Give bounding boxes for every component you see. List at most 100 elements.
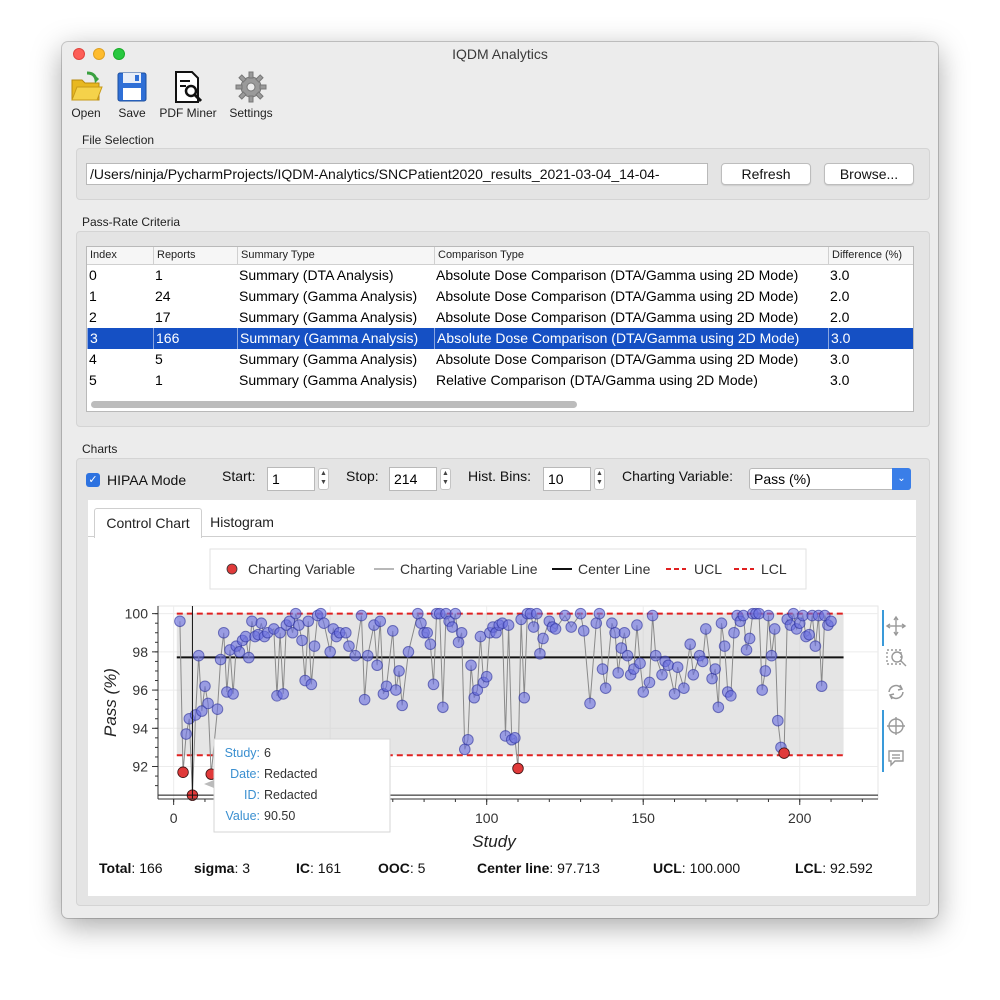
- start-stepper[interactable]: ▲ ▼: [318, 468, 329, 490]
- data-point: [759, 665, 772, 677]
- hist-bins-input[interactable]: 10: [543, 467, 591, 491]
- data-point: [684, 638, 696, 651]
- data-point: [668, 688, 681, 700]
- legend-lcl: LCL: [761, 561, 787, 577]
- data-point: [462, 733, 474, 746]
- table-row[interactable]: 2 17 Summary (Gamma Analysis) Absolute Dose…: [87, 307, 913, 328]
- pan-tool-icon[interactable]: [885, 615, 907, 637]
- data-point: [737, 609, 750, 622]
- data-point: [255, 617, 268, 629]
- table-horizontal-scrollbar[interactable]: [91, 401, 577, 408]
- table-cell-comparison-type: Absolute Dose Comparison (DTA/Gamma usin…: [436, 267, 799, 283]
- crosshair-tool-icon[interactable]: [887, 717, 905, 735]
- table-cell-index: 1: [89, 288, 97, 304]
- legend-charting-variable-line: Charting Variable Line: [400, 561, 538, 577]
- data-point: [743, 632, 756, 645]
- table-row[interactable]: 3 166 Summary (Gamma Analysis) Absolute Dos…: [87, 328, 913, 349]
- tab-control-chart[interactable]: Control Chart: [94, 508, 202, 538]
- hist-bins-stepper[interactable]: ▲ ▼: [594, 468, 605, 490]
- legend-charting-variable: Charting Variable: [248, 561, 355, 577]
- reset-tool-icon[interactable]: [888, 684, 904, 700]
- data-point: [530, 607, 543, 620]
- save-button[interactable]: Save: [114, 70, 150, 120]
- data-point: [762, 609, 775, 622]
- column-header-summary-type[interactable]: Summary Type: [237, 247, 434, 264]
- tab-histogram[interactable]: Histogram: [210, 514, 274, 530]
- column-header-comparison-type[interactable]: Comparison Type: [434, 247, 828, 264]
- start-input[interactable]: 1: [267, 467, 315, 491]
- table-cell-reports: 166: [153, 328, 237, 349]
- stats-ic: IC: 161: [296, 860, 342, 876]
- open-button[interactable]: Open: [68, 70, 104, 120]
- data-point: [809, 640, 822, 652]
- charting-variable-value: Pass (%): [754, 471, 811, 487]
- data-point: [427, 678, 440, 691]
- legend-charting-variable-marker: [226, 563, 238, 575]
- table-cell-difference: 3.0: [830, 267, 850, 283]
- minimize-window-button[interactable]: [93, 48, 105, 60]
- charting-variable-select[interactable]: Pass (%) ⌄: [749, 468, 911, 490]
- column-header-index[interactable]: Index: [90, 249, 117, 261]
- y-axis-title: Pass (%): [101, 668, 120, 737]
- data-point: [242, 651, 255, 664]
- table-cell-comparison-type: Absolute Dose Comparison (DTA/Gamma usin…: [436, 309, 799, 325]
- data-point: [274, 626, 286, 639]
- close-window-button[interactable]: [73, 48, 85, 60]
- column-header-reports[interactable]: Reports: [153, 247, 237, 264]
- data-point: [715, 617, 728, 629]
- table-row[interactable]: 1 24 Summary (Gamma Analysis) Absolute Dose…: [87, 286, 913, 307]
- data-point: [649, 649, 662, 662]
- data-point: [296, 634, 308, 647]
- refresh-button[interactable]: Refresh: [721, 163, 811, 185]
- tooltip-study-label: Study:: [225, 746, 260, 760]
- table-row[interactable]: 5 1 Summary (Gamma Analysis) Relative Compa…: [87, 370, 913, 391]
- data-point: [509, 732, 521, 744]
- data-point: [246, 615, 258, 628]
- table-row[interactable]: 0 1 Summary (DTA Analysis) Absolute Dose Co…: [87, 265, 913, 286]
- stats-total: Total: 166: [99, 860, 163, 876]
- data-point: [471, 684, 484, 696]
- column-header-difference[interactable]: Difference (%): [828, 247, 913, 264]
- stats-lcl: LCL: 92.592: [795, 860, 873, 876]
- browse-button[interactable]: Browse...: [824, 163, 914, 185]
- stop-stepper[interactable]: ▲ ▼: [440, 468, 451, 490]
- data-point: [217, 626, 230, 639]
- data-point: [728, 626, 740, 639]
- window-titlebar: IQDM Analytics: [62, 42, 938, 66]
- data-point: [518, 691, 531, 704]
- zoom-window-button[interactable]: [113, 48, 125, 60]
- hover-tool-icon[interactable]: [888, 750, 904, 767]
- data-point: [740, 644, 753, 656]
- stop-input[interactable]: 214: [389, 467, 437, 491]
- control-chart: Charting Variable Charting Variable Line…: [101, 548, 907, 851]
- table-cell-reports: 1: [155, 267, 163, 283]
- data-point: [618, 626, 631, 639]
- open-label: Open: [71, 106, 101, 120]
- stop-label: Stop:: [346, 468, 379, 484]
- data-point: [621, 649, 634, 662]
- table-cell-summary-type: Summary (DTA Analysis): [239, 267, 394, 283]
- x-tick-label: 100: [475, 810, 499, 826]
- x-tick-label: 150: [632, 810, 656, 826]
- plot-area[interactable]: 05010015020092949698100StudyPass (%): [101, 605, 879, 851]
- data-point: [637, 686, 650, 698]
- data-point: [584, 697, 596, 710]
- data-point: [458, 743, 471, 756]
- y-tick-label: 98: [132, 644, 148, 660]
- tab-bar-divider: [88, 536, 916, 537]
- table-cell-reports: 24: [155, 288, 171, 304]
- table-row[interactable]: 4 5 Summary (Gamma Analysis) Absolute Dose …: [87, 349, 913, 370]
- table-cell-difference: 3.0: [828, 328, 913, 349]
- data-point: [355, 609, 368, 622]
- pdf-miner-button[interactable]: PDF Miner: [155, 70, 221, 120]
- settings-button[interactable]: Settings: [225, 70, 277, 120]
- data-point: [227, 688, 239, 700]
- file-path-field[interactable]: /Users/ninja/PycharmProjects/IQDM-Analyt…: [86, 163, 708, 185]
- data-point: [318, 617, 330, 629]
- data-point: [308, 640, 321, 652]
- data-point: [765, 649, 778, 662]
- box-zoom-tool-icon[interactable]: [886, 649, 907, 667]
- data-point: [815, 680, 828, 693]
- hipaa-mode-checkbox[interactable]: ✓: [86, 473, 100, 487]
- floppy-disk-icon: [115, 70, 149, 104]
